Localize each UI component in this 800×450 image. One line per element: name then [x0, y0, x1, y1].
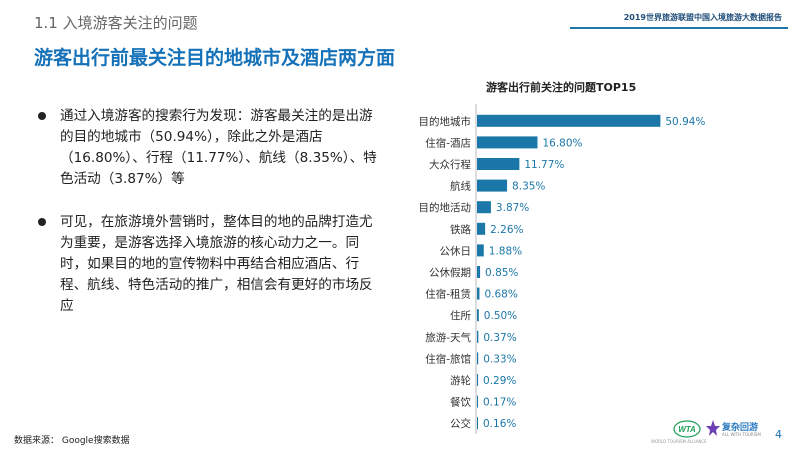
category-label: 公休假期	[429, 266, 471, 279]
category-label: 目的地城市	[419, 115, 472, 128]
bar	[477, 374, 479, 386]
value-label: 2.26%	[490, 224, 523, 236]
chart-title: 游客出行前关注的问题TOP15	[486, 81, 637, 94]
bar	[477, 330, 479, 343]
brand-subtitle: ALL WITH TOURISM	[722, 432, 761, 437]
brand-logo: 复杂回游 ALL WITH TOURISM	[706, 418, 762, 442]
bar	[477, 114, 661, 127]
bar	[477, 395, 478, 408]
bar	[477, 136, 538, 149]
category-label: 旅游-天气	[425, 331, 471, 344]
category-label: 公交	[450, 417, 471, 430]
value-label: 0.37%	[483, 332, 516, 344]
value-label: 0.85%	[485, 267, 518, 279]
value-label: 11.77%	[524, 159, 564, 171]
bar	[477, 352, 479, 365]
section-title: 1.1 入境游客关注的问题	[34, 14, 198, 32]
header-divider	[570, 27, 788, 29]
page-number: 4	[775, 428, 782, 441]
category-label: 餐饮	[450, 396, 471, 409]
bullet-text: 通过入境游客的搜索行为发现：游客最关注的是出游的目的地城市（50.94%），除此…	[60, 108, 377, 187]
category-label: 铁路	[450, 223, 471, 236]
bar	[477, 222, 486, 235]
category-label: 目的地活动	[419, 201, 472, 214]
data-source: 数据来源： Google搜索数据	[14, 436, 130, 446]
wta-logo-icon: WTA	[673, 420, 701, 438]
brand-name: 复杂回游	[722, 423, 759, 433]
bar	[477, 266, 481, 278]
value-label: 0.50%	[484, 310, 517, 322]
bar	[477, 417, 478, 430]
bar	[477, 309, 479, 322]
bar	[477, 244, 484, 257]
value-label: 0.29%	[483, 375, 516, 387]
category-label: 住所	[450, 309, 471, 322]
bullet-item: 可见，在旅游境外营销时，整体目的地的品牌打造尤为重要，是游客选择入境旅游的核心动…	[38, 212, 378, 317]
category-label: 住宿-酒店	[425, 136, 471, 149]
slide-headline: 游客出行前最关注目的地城市及酒店两方面	[34, 47, 396, 69]
svg-text:WTA: WTA	[678, 425, 696, 434]
bar	[477, 179, 508, 192]
value-label: 50.94%	[665, 116, 705, 128]
bar	[477, 158, 520, 170]
value-label: 3.87%	[496, 202, 529, 214]
value-label: 0.17%	[483, 397, 516, 409]
bullet-dot-icon	[38, 112, 46, 120]
category-label: 航线	[450, 180, 471, 193]
bullet-item: 通过入境游客的搜索行为发现：游客最关注的是出游的目的地城市（50.94%），除此…	[38, 106, 378, 190]
wta-logo-text: WORLD TOURISM ALLIANCE	[651, 439, 707, 444]
brand-star-icon	[706, 420, 720, 436]
category-label: 大众行程	[429, 158, 471, 171]
value-label: 1.88%	[489, 245, 522, 257]
category-label: 住宿-旅馆	[425, 352, 471, 365]
bullet-dot-icon	[38, 218, 46, 226]
value-label: 16.80%	[542, 137, 582, 149]
category-label: 住宿-租赁	[425, 288, 471, 301]
value-label: 8.35%	[512, 181, 545, 193]
bar-chart: 目的地城市 50.94% 住宿-酒店 16.80% 大众行程 11.77% 航线 8.35% 目…	[419, 104, 705, 434]
value-label: 0.16%	[483, 418, 516, 430]
category-label: 游轮	[450, 374, 471, 387]
bullet-text: 可见，在旅游境外营销时，整体目的地的品牌打造尤为重要，是游客选择入境旅游的核心动…	[60, 214, 373, 314]
category-label: 公休日	[440, 245, 472, 257]
bullet-list: 通过入境游客的搜索行为发现：游客最关注的是出游的目的地城市（50.94%），除此…	[38, 106, 378, 339]
bar	[477, 287, 480, 300]
bar	[477, 201, 491, 214]
value-label: 0.33%	[483, 353, 516, 365]
value-label: 0.68%	[484, 289, 517, 301]
report-name: 2019世界旅游联盟中国入境旅游大数据报告	[623, 13, 782, 22]
